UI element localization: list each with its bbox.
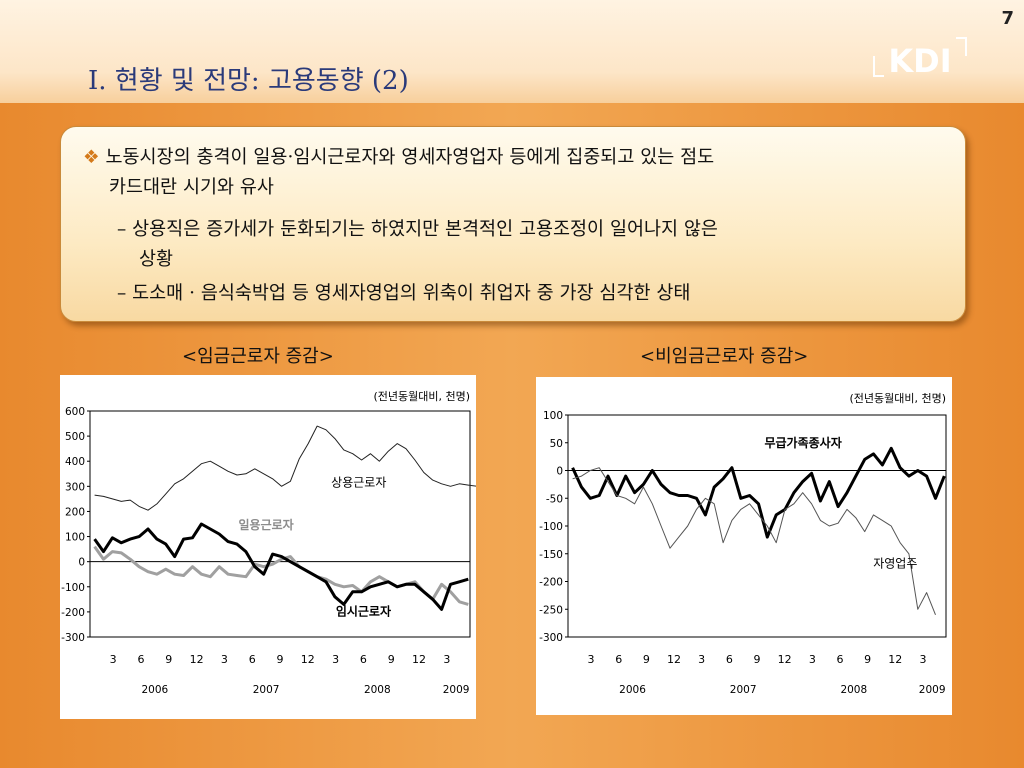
nonwage-x-tick-label: 12 [888,653,902,666]
dash-marker: – [117,219,127,240]
wage-x-tick-label: 3 [443,653,450,666]
wage-series-label-3: 임시근로자 [336,604,391,619]
wage-series-label-1: 상용근로자 [331,475,386,489]
wage-year-label: 2007 [253,684,280,696]
wage-year-label: 2009 [443,684,470,696]
nonwage-series-label-1: 무급가족종사자 [764,435,841,450]
dash-marker: – [117,283,127,304]
wage-x-tick-label: 3 [221,653,228,666]
wage-x-tick-label: 6 [249,653,256,666]
chart-title-wage: <임금근로자 증감> [182,346,334,367]
nonwage-y-tick-label: 100 [543,410,563,422]
wage-y-tick-label: -100 [61,582,85,594]
wage-plot-frame [89,410,471,638]
nonwage-x-tick-label: 3 [809,653,816,666]
nonwage-year-label: 2008 [840,684,867,696]
chart-panel-wage: (전년동월대비, 천명) -300 -200 -100 0 100 200 300 400 500… [60,375,505,719]
sub-item-2-text: 도소매 · 음식숙박업 등 영세자영업의 위축이 취업자 중 가장 심각한 상태 [132,283,691,304]
nonwage-year-label: 2007 [730,684,757,696]
sub-item-1: – 상용직은 증가세가 둔화되기는 하였지만 본격적인 고용조정이 일어나지 않… [117,215,718,241]
nonwage-y-tick-label: -300 [539,632,563,644]
wage-year-label: 2006 [142,684,169,696]
wage-x-tick-label: 6 [360,653,367,666]
wage-x-tick-label: 3 [110,653,117,666]
wage-year-label: 2008 [364,684,391,696]
chart-title-nonwage: <비임금근로자 증감> [640,346,809,367]
nonwage-x-tick-label: 3 [698,653,705,666]
wage-x-tick-label: 12 [190,653,204,666]
nonwage-y-tick-label: -100 [539,521,563,533]
nonwage-series-label-2: 자영업주 [873,557,917,571]
wage-y-tick-label: 500 [65,431,85,443]
sub-item-1-text: 상용직은 증가세가 둔화되기는 하였지만 본격적인 고용조정이 일어나지 않은 [132,219,718,240]
wage-x-tick-label: 12 [301,653,315,666]
wage-x-tick-label: 3 [332,653,339,666]
slide-title: I. 현황 및 전망: 고용동향 (2) [88,66,409,96]
nonwage-y-tick-label: 0 [556,466,563,478]
nonwage-worker-chart: (전년동월대비, 천명) -300 -250 -200 -150 -100 -50 0 50 10… [539,391,947,696]
wage-x-tick-label: 9 [165,653,172,666]
nonwage-x-tick-label: 6 [726,653,733,666]
logo-text: KDI [888,42,951,80]
nonwage-x-tick-label: 9 [864,653,871,666]
bullet-line-1: ❖ 노동시장의 충격이 일용·임시근로자와 영세자영업자 등에게 집중되고 있는… [83,143,714,169]
wage-y-tick-label: -300 [61,632,85,644]
nonwage-series-line-2 [572,467,936,615]
nonwage-x-tick-label: 9 [754,653,761,666]
nonwage-y-tick-label: -200 [539,577,563,589]
bullet-icon: ❖ [83,147,100,168]
wage-x-tick-label: 9 [388,653,395,666]
wage-y-tick-label: 400 [65,456,85,468]
wage-worker-chart: (전년동월대비, 천명) -300 -200 -100 0 100 200 300 400 500… [61,389,505,696]
nonwage-x-tick-label: 3 [588,653,595,666]
nonwage-plot-frame [567,414,947,638]
wage-y-tick-label: 200 [65,506,85,518]
wage-x-tick-label: 6 [137,653,144,666]
wage-series-line-3 [93,522,469,611]
nonwage-y-tick-label: -250 [539,604,563,616]
wage-y-tick-label: 600 [65,406,85,418]
sub-item-2: – 도소매 · 음식숙박업 등 영세자영업의 위축이 취업자 중 가장 심각한 … [117,279,690,305]
nonwage-series-line-1 [571,446,946,539]
wage-x-tick-label: 9 [277,653,284,666]
nonwage-x-tick-label: 6 [836,653,843,666]
nonwage-x-tick-label: 9 [643,653,650,666]
nonwage-year-label: 2006 [619,684,646,696]
summary-box: ❖ 노동시장의 충격이 일용·임시근로자와 영세자영업자 등에게 집중되고 있는… [60,126,966,322]
nonwage-unit-note: (전년동월대비, 천명) [849,391,946,405]
nonwage-y-tick-label: 50 [550,438,563,450]
chart-panel-nonwage: (전년동월대비, 천명) -300 -250 -200 -150 -100 -50 0 50 10… [536,377,952,715]
wage-y-tick-label: 100 [65,532,85,544]
bullet-text-1: 노동시장의 충격이 일용·임시근로자와 영세자영업자 등에게 집중되고 있는 점… [105,147,715,168]
nonwage-x-tick-label: 6 [615,653,622,666]
wage-x-tick-label: 12 [412,653,426,666]
page-number: 7 [1001,8,1014,29]
wage-y-tick-label: 300 [65,481,85,493]
wage-unit-note: (전년동월대비, 천명) [373,389,470,403]
wage-y-tick-label: 0 [78,557,85,569]
wage-y-tick-label: -200 [61,607,85,619]
nonwage-y-tick-label: -50 [546,493,563,505]
sub-item-1-cont: 상황 [139,249,174,270]
wage-series-label-2: 일용근로자 [238,517,293,532]
nonwage-x-tick-label: 3 [919,653,926,666]
nonwage-year-label: 2009 [919,684,946,696]
nonwage-x-tick-label: 12 [667,653,681,666]
wage-series-line-1 [94,425,505,511]
header-band [0,0,1024,103]
nonwage-y-tick-label: -150 [539,549,563,561]
kdi-logo: KDI [873,37,967,80]
bullet-text-2: 카드대란 시기와 유사 [109,177,274,198]
nonwage-x-tick-label: 12 [778,653,792,666]
